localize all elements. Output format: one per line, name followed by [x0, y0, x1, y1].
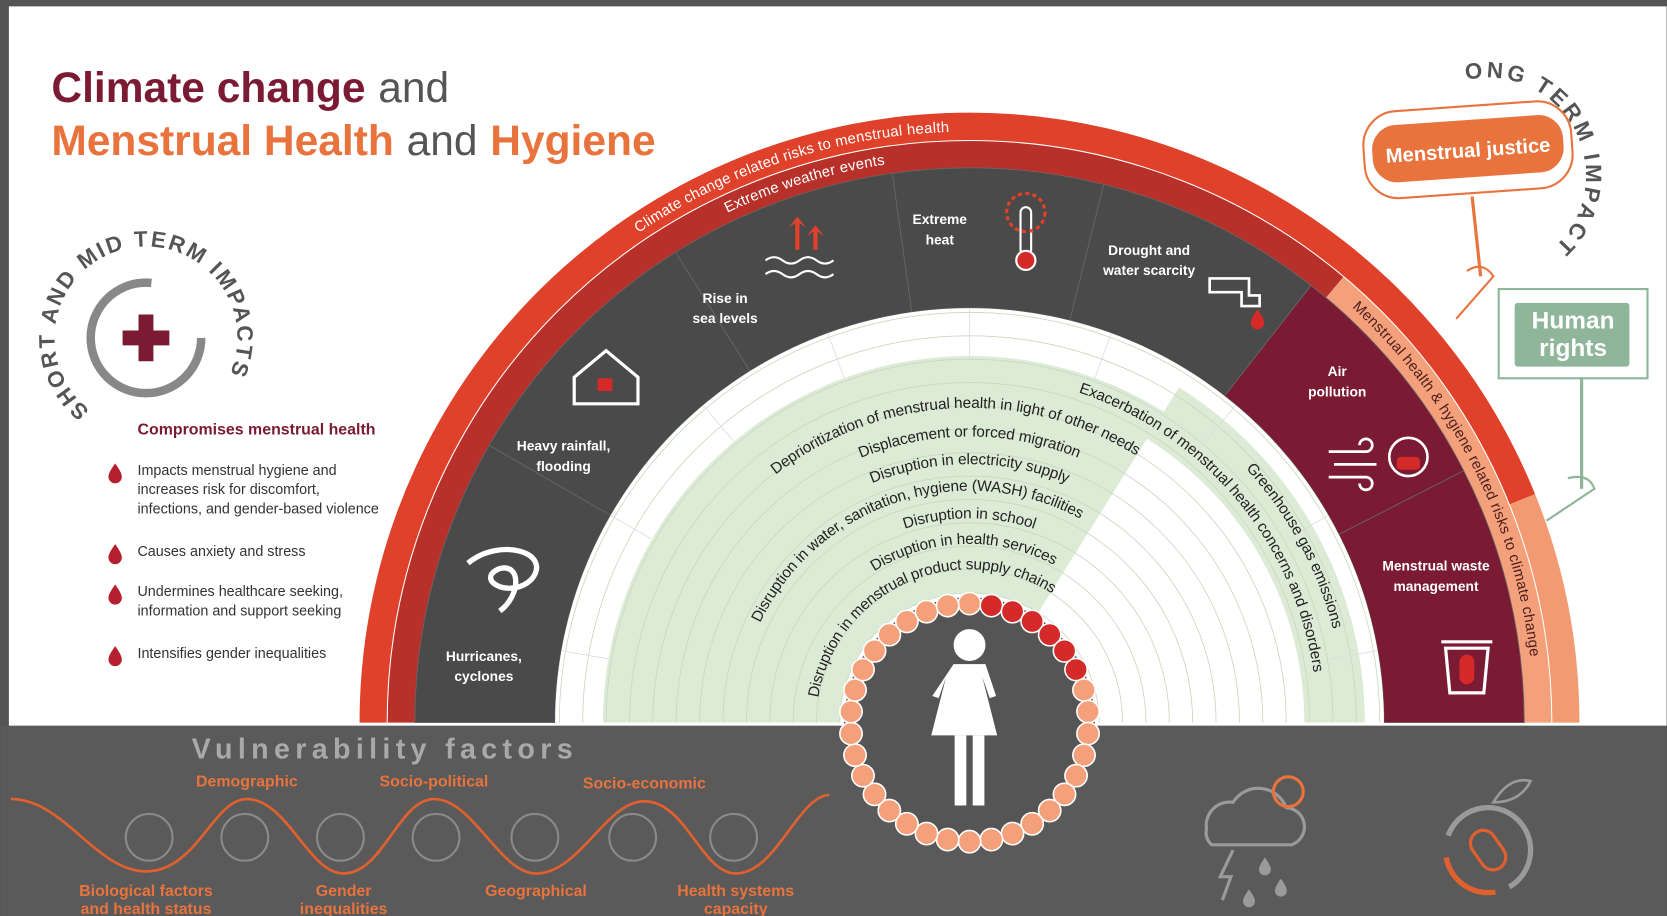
category-label: Demographic [196, 773, 298, 790]
cycle-bead [840, 722, 862, 744]
hazard-label: Heavy rainfall, [517, 438, 611, 454]
cycle-bead [1021, 813, 1043, 835]
factor-label: Geographical [485, 883, 587, 900]
hazard-label: cyclones [454, 668, 513, 684]
sign-text: Human [1532, 307, 1615, 334]
hazard-label: Hurricanes, [446, 648, 522, 664]
cycle-bead [852, 764, 874, 786]
factor-label: Health systems [677, 883, 794, 900]
cycle-bead [915, 822, 937, 844]
cycle-bead [1065, 658, 1087, 680]
mask-icon [1397, 457, 1420, 470]
title-emphasis: Hygiene [490, 118, 655, 165]
factor-icon [221, 814, 268, 861]
factor-icon [317, 814, 364, 861]
cycle-bead [915, 600, 937, 622]
cycle-bead [936, 594, 958, 616]
factor-label: and health status [80, 901, 211, 916]
title-line-1: Climate change and [51, 65, 449, 112]
infographic: Climate change and Menstrual Health and Hyg… [0, 0, 1667, 916]
factor-label: capacity [704, 901, 768, 916]
title-emphasis: Menstrual Health [51, 118, 393, 165]
cycle-bead [1077, 722, 1099, 744]
page: { "header": { "title_line1": {"emphasis"… [0, 0, 1667, 916]
hazard-label: Menstrual waste [1382, 558, 1490, 574]
figure-head [954, 629, 986, 661]
impact-item: Undermines healthcare seeking, [137, 584, 342, 600]
house-window [598, 378, 613, 391]
cycle-bead [958, 592, 980, 614]
impact-item: Causes anxiety and stress [137, 544, 305, 560]
pad-icon [1459, 655, 1474, 685]
figure-leg [955, 735, 967, 805]
factor-icon [413, 814, 460, 861]
hazard-label: management [1393, 578, 1479, 594]
hazard-sector [892, 168, 1103, 321]
factor-icon [126, 814, 173, 861]
impact-item: infections, and gender-based violence [137, 501, 378, 517]
cycle-bead [936, 828, 958, 850]
category-label: Socio-political [380, 773, 489, 790]
hazard-label: flooding [536, 458, 590, 474]
factor-icon [609, 814, 656, 861]
cycle-bead [1073, 744, 1095, 766]
hazard-label: Drought and [1108, 242, 1190, 258]
impact-item: information and support seeking [137, 603, 341, 619]
factor-icon [710, 814, 757, 861]
cycle-bead [980, 828, 1002, 850]
cycle-bead [840, 700, 862, 722]
category-label: Socio-economic [583, 775, 706, 792]
impact-item: Intensifies gender inequalities [137, 646, 326, 662]
factor-label: Biological factors [79, 883, 213, 900]
title-line-2: Menstrual Health and Hygiene [51, 118, 655, 165]
hazard-label: sea levels [693, 310, 759, 326]
title-connector: and [407, 118, 478, 165]
hazard-label: water scarcity [1102, 262, 1195, 278]
impact-item: Impacts menstrual hygiene and [137, 463, 336, 479]
cycle-bead [958, 830, 980, 852]
factor-label: inequalities [300, 901, 388, 916]
cycle-bead [896, 610, 918, 632]
title-connector: and [378, 65, 449, 112]
cycle-bead [1001, 600, 1023, 622]
impact-item: increases risk for discomfort, [137, 482, 319, 498]
hazard-label: Rise in [702, 290, 747, 306]
thermometer-bulb [1016, 251, 1035, 270]
hazard-label: heat [926, 231, 955, 247]
vulnerability-title: Vulnerability factors [192, 734, 578, 766]
cycle-bead [1001, 822, 1023, 844]
figure-leg [973, 735, 985, 805]
factor-icon [512, 814, 559, 861]
factor-label: Gender [316, 883, 372, 900]
cycle-bead [1077, 700, 1099, 722]
hazard-label: Extreme [913, 211, 968, 227]
cycle-bead [844, 679, 866, 701]
impact-heading: Compromises menstrual health [137, 422, 375, 439]
hazard-label: Air [1328, 363, 1348, 379]
sign-text: rights [1539, 335, 1607, 362]
cycle-bead [1073, 679, 1095, 701]
title-emphasis: Climate change [51, 65, 365, 112]
cycle-bead [980, 594, 1002, 616]
hazard-label: pollution [1308, 383, 1366, 399]
cycle-bead [844, 744, 866, 766]
